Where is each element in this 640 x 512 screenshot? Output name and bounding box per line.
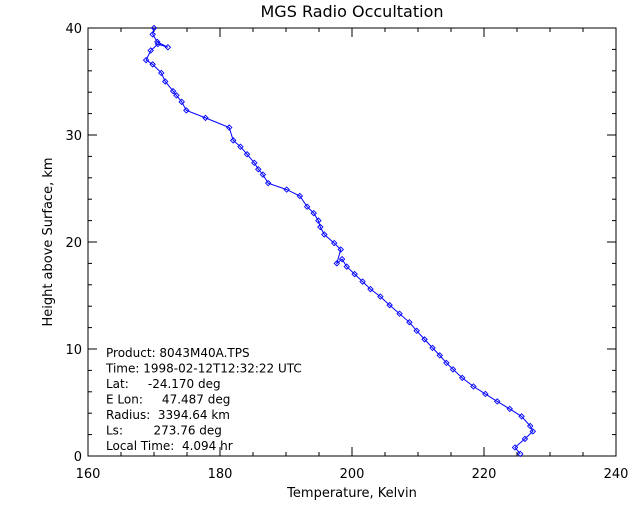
y-tick-label: 0 [74, 450, 82, 465]
info-line: Time: 1998-02-12T12:32:22 UTC [105, 362, 302, 376]
data-point-marker [529, 428, 537, 435]
data-point-marker [251, 159, 258, 167]
data-point-marker [429, 344, 436, 352]
data-point-marker [343, 263, 350, 270]
data-point-marker [149, 31, 156, 38]
data-point-marker [482, 390, 489, 398]
data-point-marker [526, 422, 534, 430]
y-tick-labels: 0 10 20 30 40 [65, 22, 82, 465]
data-point-marker [449, 366, 457, 373]
data-point-marker [506, 405, 513, 413]
data-point-marker [511, 444, 519, 451]
x-tick-label: 220 [472, 467, 497, 482]
data-point-marker [237, 143, 244, 151]
data-series [142, 24, 537, 458]
data-point-marker [359, 278, 366, 285]
data-point-marker [173, 92, 180, 99]
y-tick-label: 10 [65, 343, 82, 358]
data-point-marker [315, 217, 322, 224]
data-point-marker [283, 186, 290, 193]
data-point-marker [229, 137, 237, 144]
data-point-marker [147, 47, 154, 54]
data-point-marker [202, 114, 209, 122]
x-tick-label: 200 [340, 467, 365, 482]
data-point-marker [150, 24, 158, 32]
data-point-marker [259, 171, 267, 178]
data-point-marker [158, 69, 165, 77]
data-point-marker [521, 435, 529, 443]
data-point-marker [517, 450, 524, 458]
data-point-marker [154, 38, 161, 46]
data-point-marker [321, 231, 328, 238]
data-point-marker [142, 56, 150, 64]
data-point-marker [178, 98, 185, 106]
data-point-marker [303, 203, 311, 210]
data-point-marker [161, 78, 169, 85]
data-point-marker [226, 124, 233, 131]
data-point-marker [243, 151, 251, 158]
data-point-marker [377, 293, 384, 300]
data-point-marker [421, 336, 428, 343]
data-point-marker [406, 319, 413, 326]
x-tick-label: 160 [76, 467, 101, 482]
axis-ticks [87, 27, 617, 457]
series-line [145, 27, 534, 455]
chart-title: MGS Radio Occultation [261, 2, 444, 21]
info-block: Product: 8043M40A.TPS Time: 1998-02-12T12… [105, 346, 302, 453]
info-line: E Lon: 47.487 deg [106, 393, 230, 407]
data-point-marker [317, 223, 324, 231]
info-line: Ls: 273.76 deg [106, 424, 222, 438]
info-line: Local Time: 4.094 hr [106, 439, 233, 453]
data-point-marker [337, 246, 345, 253]
data-point-marker [470, 383, 477, 390]
x-axis-label: Temperature, Kelvin [286, 486, 417, 501]
data-point-marker [264, 179, 272, 187]
data-point-marker [436, 352, 444, 359]
data-point-marker [310, 209, 317, 217]
x-tick-label: 240 [604, 467, 629, 482]
data-point-marker [386, 301, 393, 309]
y-axis-label: Height above Surface, km [41, 157, 56, 326]
info-line: Product: 8043M40A.TPS [106, 346, 250, 360]
data-point-marker [367, 285, 374, 293]
data-point-marker [396, 310, 403, 317]
x-tick-labels: 160 180 200 220 240 [76, 467, 629, 482]
data-point-marker [458, 374, 466, 382]
info-line: Radius: 3394.64 km [106, 408, 230, 422]
data-point-marker [413, 327, 420, 335]
data-point-marker [338, 255, 346, 263]
x-tick-label: 180 [208, 467, 233, 482]
data-point-marker [333, 260, 341, 267]
data-point-marker [493, 398, 501, 405]
data-point-marker [443, 359, 450, 367]
data-point-marker [518, 413, 525, 420]
data-point-marker [296, 192, 304, 200]
info-line: Lat: -24.170 deg [106, 377, 221, 391]
data-point-marker [183, 107, 190, 114]
data-point-marker [169, 87, 177, 95]
data-point-marker [164, 44, 172, 51]
data-point-marker [351, 270, 358, 278]
data-point-marker [330, 239, 338, 247]
data-point-marker [255, 166, 262, 173]
y-tick-label: 30 [65, 129, 82, 144]
data-point-marker [149, 61, 156, 68]
y-tick-label: 20 [65, 236, 82, 251]
y-tick-label: 40 [65, 22, 82, 37]
